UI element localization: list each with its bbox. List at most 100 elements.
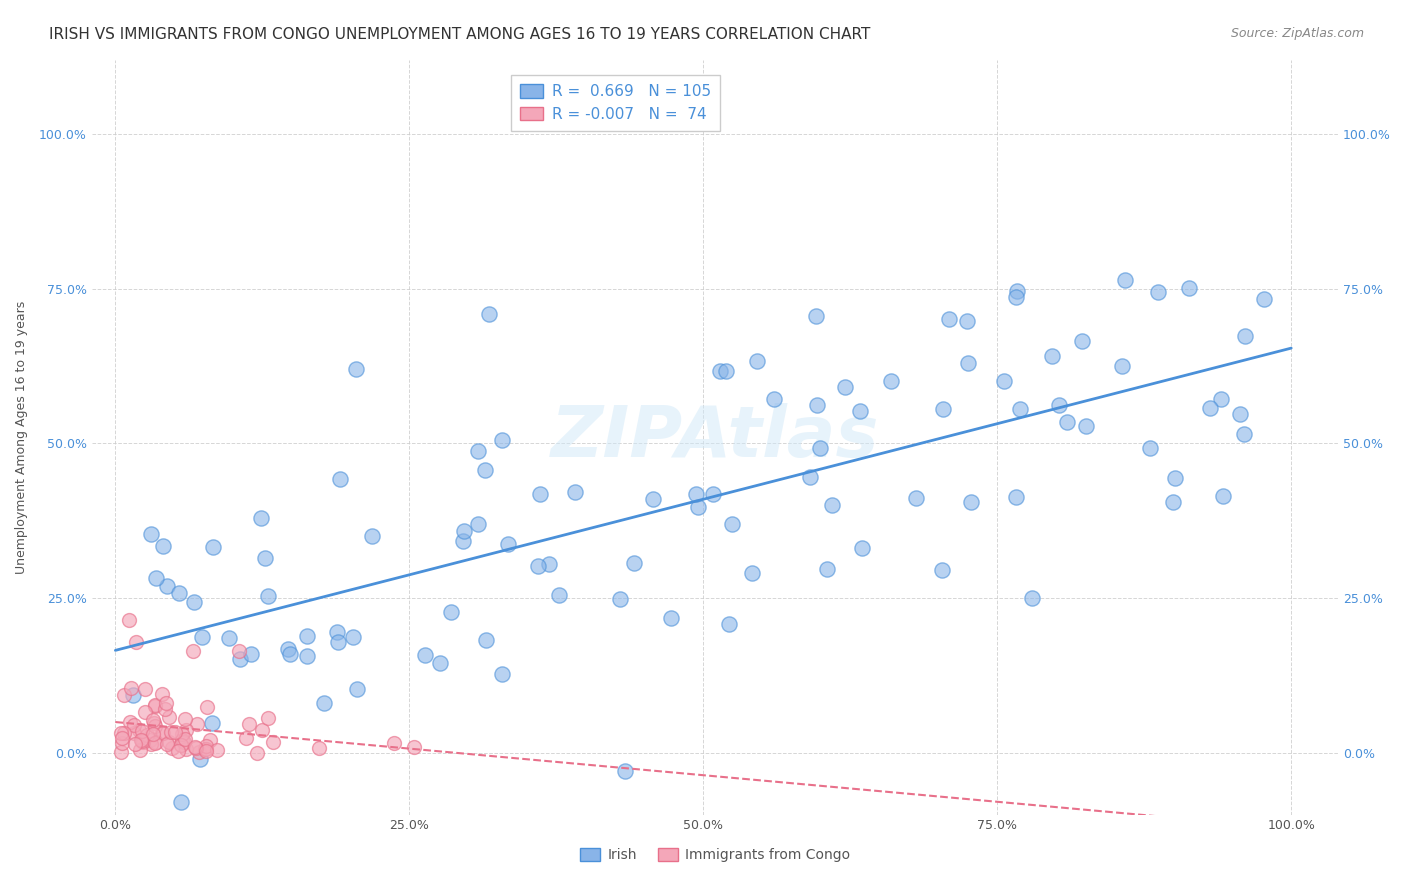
Irish: [741, 566, 763, 580]
Immigrants from Congo: [150, 725, 173, 739]
Immigrants from Congo: [194, 739, 217, 753]
Irish: [360, 529, 382, 543]
Irish: [538, 557, 561, 571]
Immigrants from Congo: [118, 613, 141, 627]
Irish: [278, 648, 301, 662]
Immigrants from Congo: [170, 733, 193, 747]
Irish: [478, 307, 501, 321]
Irish: [834, 380, 856, 394]
Irish: [1161, 495, 1184, 509]
Irish: [228, 652, 250, 666]
Irish: [547, 588, 569, 602]
Immigrants from Congo: [173, 731, 195, 746]
Irish: [249, 510, 271, 524]
Immigrants from Congo: [114, 688, 136, 702]
Irish: [329, 472, 352, 486]
Irish: [808, 442, 831, 456]
Irish: [325, 624, 347, 639]
Irish: [932, 401, 955, 416]
Immigrants from Congo: [173, 735, 195, 749]
Irish: [529, 487, 551, 501]
Irish: [139, 527, 162, 541]
Immigrants from Congo: [139, 733, 162, 747]
Irish: [167, 586, 190, 600]
Irish: [1253, 292, 1275, 306]
Irish: [815, 562, 838, 576]
Text: Source: ZipAtlas.com: Source: ZipAtlas.com: [1230, 27, 1364, 40]
Immigrants from Congo: [150, 687, 173, 701]
Immigrants from Congo: [128, 723, 150, 738]
Irish: [1233, 426, 1256, 441]
Immigrants from Congo: [122, 725, 145, 739]
Irish: [467, 444, 489, 458]
Immigrants from Congo: [125, 635, 148, 649]
Immigrants from Congo: [156, 737, 179, 751]
Irish: [1040, 349, 1063, 363]
Irish: [1021, 591, 1043, 606]
Irish: [1056, 415, 1078, 429]
Irish: [716, 364, 738, 378]
Immigrants from Congo: [160, 725, 183, 739]
Immigrants from Congo: [194, 741, 217, 756]
Irish: [1005, 284, 1028, 298]
Text: IRISH VS IMMIGRANTS FROM CONGO UNEMPLOYMENT AMONG AGES 16 TO 19 YEARS CORRELATIO: IRISH VS IMMIGRANTS FROM CONGO UNEMPLOYM…: [49, 27, 870, 42]
Immigrants from Congo: [143, 716, 166, 731]
Immigrants from Congo: [110, 726, 132, 740]
Irish: [806, 398, 828, 412]
Immigrants from Congo: [155, 696, 177, 710]
Immigrants from Congo: [131, 724, 153, 739]
Immigrants from Congo: [184, 741, 207, 756]
Irish: [498, 537, 520, 551]
Immigrants from Congo: [172, 727, 194, 741]
Irish: [295, 648, 318, 663]
Immigrants from Congo: [134, 705, 156, 719]
Immigrants from Congo: [112, 725, 135, 739]
Irish: [152, 539, 174, 553]
Irish: [1233, 329, 1256, 343]
Irish: [1178, 281, 1201, 295]
Immigrants from Congo: [124, 737, 146, 751]
Immigrants from Congo: [183, 644, 205, 658]
Irish: [467, 517, 489, 532]
Immigrants from Congo: [118, 715, 141, 730]
Irish: [156, 578, 179, 592]
Immigrants from Congo: [195, 744, 218, 758]
Irish: [804, 309, 827, 323]
Immigrants from Congo: [129, 733, 152, 747]
Irish: [659, 611, 682, 625]
Irish: [702, 486, 724, 500]
Irish: [686, 500, 709, 515]
Immigrants from Congo: [142, 727, 165, 741]
Irish: [277, 641, 299, 656]
Immigrants from Congo: [252, 723, 274, 737]
Immigrants from Congo: [110, 745, 132, 759]
Immigrants from Congo: [186, 716, 208, 731]
Irish: [613, 764, 636, 779]
Irish: [190, 751, 212, 765]
Irish: [685, 486, 707, 500]
Irish: [122, 688, 145, 702]
Irish: [721, 516, 744, 531]
Irish: [849, 404, 872, 418]
Immigrants from Congo: [183, 739, 205, 754]
Immigrants from Congo: [246, 746, 269, 760]
Immigrants from Congo: [143, 698, 166, 712]
Irish: [993, 374, 1015, 388]
Immigrants from Congo: [145, 735, 167, 749]
Irish: [718, 616, 741, 631]
Irish: [429, 657, 451, 671]
Irish: [1147, 285, 1170, 299]
Irish: [851, 541, 873, 555]
Irish: [1071, 334, 1094, 348]
Irish: [342, 630, 364, 644]
Irish: [938, 312, 960, 326]
Irish: [169, 795, 191, 809]
Immigrants from Congo: [262, 735, 284, 749]
Irish: [312, 696, 335, 710]
Legend: R =  0.669   N = 105, R = -0.007   N =  74: R = 0.669 N = 105, R = -0.007 N = 74: [510, 75, 720, 131]
Irish: [1209, 392, 1232, 406]
Irish: [346, 682, 368, 697]
Irish: [609, 592, 631, 607]
Irish: [145, 571, 167, 585]
Immigrants from Congo: [157, 710, 180, 724]
